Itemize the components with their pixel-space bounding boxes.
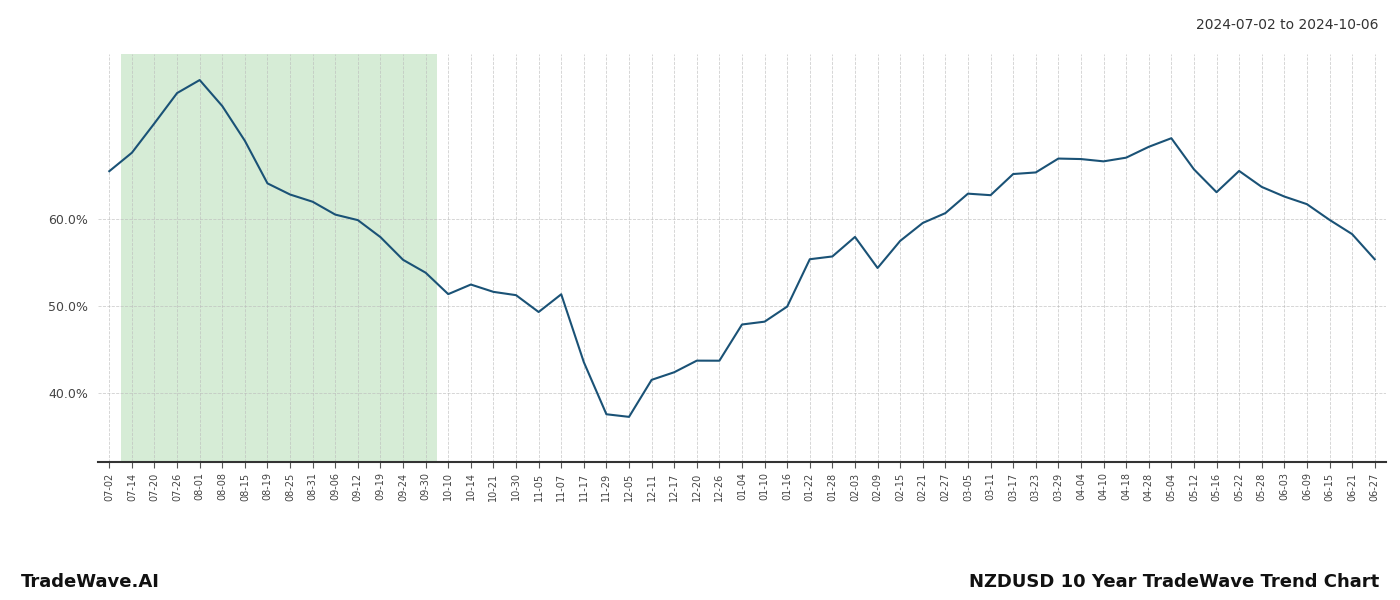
Text: TradeWave.AI: TradeWave.AI — [21, 573, 160, 591]
Bar — [120, 54, 437, 462]
Text: NZDUSD 10 Year TradeWave Trend Chart: NZDUSD 10 Year TradeWave Trend Chart — [969, 573, 1379, 591]
Text: 2024-07-02 to 2024-10-06: 2024-07-02 to 2024-10-06 — [1197, 18, 1379, 32]
